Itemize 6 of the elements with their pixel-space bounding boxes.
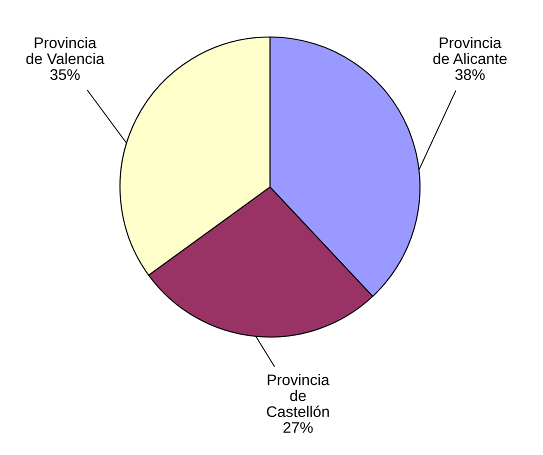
data-label: 27% bbox=[283, 422, 313, 433]
slice-label: Provincia de Castellón bbox=[266, 374, 330, 418]
slice-label: Provincia de Alicante bbox=[433, 36, 507, 64]
data-label: 35% bbox=[50, 69, 80, 80]
slice-label: Provincia de Valencia bbox=[26, 36, 104, 64]
data-label: 38% bbox=[455, 69, 485, 80]
